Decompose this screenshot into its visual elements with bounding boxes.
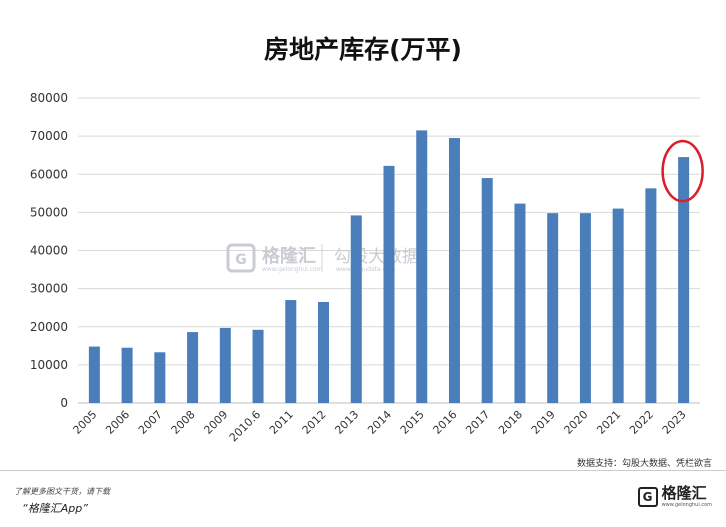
bar-2022 [645,188,657,403]
x-tick-label: 2018 [496,408,525,437]
bar-2010.6 [252,329,264,403]
source-note: 数据支持：勾股大数据、凭栏欲言 [576,459,712,469]
brand-url: www.gelonghui.com [661,502,712,508]
brand-logo-icon: G [637,487,658,507]
watermark-gogu: 勾股大数据 [334,247,419,267]
bar-series [88,130,690,403]
bar-2014 [383,165,395,403]
x-tick-label: 2007 [136,408,165,437]
brand-name: 格隆汇 [661,484,707,502]
bar-2023 [678,157,690,403]
chart-area: 房地产库存(万平) 0 10000 20000 30000 40000 50000 6000… [30,35,704,444]
footer-brand: G 格隆汇 www.gelonghui.com [637,484,712,508]
x-tick-label: 2012 [300,408,329,437]
x-tick-label: 2014 [365,408,394,437]
watermark-gogu-url: www.gogudata.com [336,266,396,273]
y-tick-label: 60000 [30,167,68,181]
bar-2015 [416,130,428,403]
bar-2011 [285,300,297,403]
x-tick-label: 2011 [267,408,296,437]
bar-2007 [154,352,166,403]
bar-2020 [579,213,591,403]
bar-2017 [481,178,493,403]
y-tick-label: 0 [60,396,68,410]
x-tick-label: 2005 [70,408,99,437]
x-tick-label: 2023 [660,408,689,437]
y-axis-ticks: 0 10000 20000 30000 40000 50000 60000 70000 8000… [30,91,68,410]
bar-2021 [612,208,624,403]
bar-2008 [187,332,199,403]
watermark-brand-url: www.gelonghui.com [262,266,323,273]
x-tick-label: 2019 [529,408,558,437]
footer [0,470,726,527]
x-tick-label: 2016 [431,408,460,437]
chart-title: 房地产库存(万平) [264,35,462,64]
bar-2009 [219,327,231,403]
y-tick-label: 50000 [30,205,68,219]
x-tick-label: 2015 [398,408,427,437]
x-tick-label: 2022 [627,408,656,437]
bar-2012 [318,301,330,403]
bar-2019 [547,213,559,403]
x-tick-label: 2006 [103,408,132,437]
x-tick-label: 2020 [562,408,591,437]
watermark-logo-icon [226,243,256,273]
watermark-brand: 格隆汇 [262,245,316,267]
x-tick-label: 2017 [463,408,492,437]
x-tick-label: 2021 [594,408,623,437]
y-tick-label: 70000 [30,129,68,143]
x-tick-label: 2013 [332,408,361,437]
bar-2005 [88,346,100,403]
highlight-circle [661,139,704,203]
bar-2006 [121,347,133,403]
bar-2013 [350,215,362,403]
y-tick-label: 80000 [30,91,68,105]
promo-line-1: 了解更多图文干货，请下载 [14,487,110,496]
bar-2016 [448,138,460,403]
watermark-logo-letter: G [235,252,247,268]
y-tick-label: 30000 [30,282,68,296]
y-tick-label: 20000 [30,320,68,334]
x-tick-label: 2009 [201,408,230,437]
promo-line-2: “格隆汇App” [22,502,88,515]
x-tick-label: 2010.6 [227,408,263,444]
y-tick-label: 40000 [30,244,68,258]
bar-2018 [514,203,526,403]
x-tick-label: 2008 [169,408,198,437]
y-tick-label: 10000 [30,358,68,372]
